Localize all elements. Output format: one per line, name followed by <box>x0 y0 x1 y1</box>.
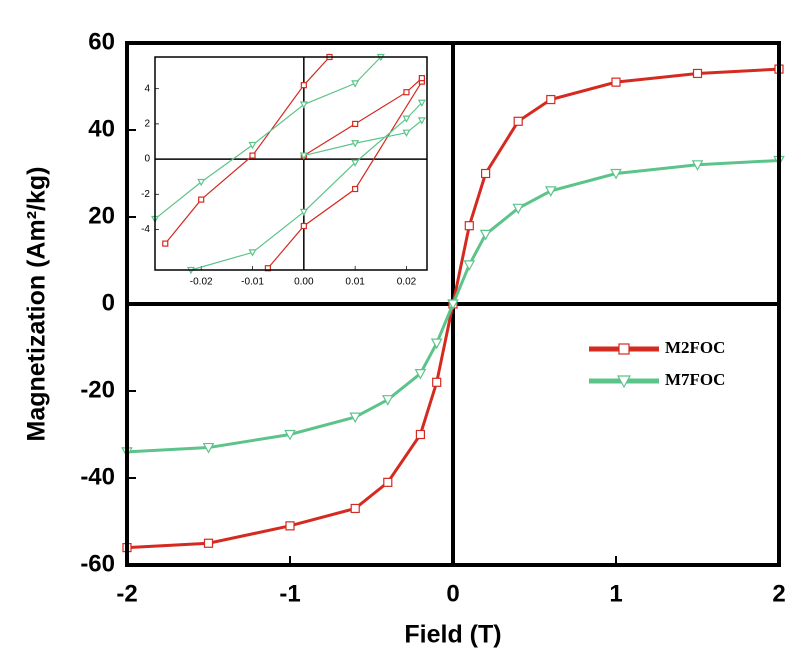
y-tick-label: -60 <box>80 550 115 577</box>
marker <box>349 412 362 424</box>
x-tick-label: 0.00 <box>294 277 314 288</box>
marker <box>464 221 474 231</box>
y-tick-label: -2 <box>141 189 150 200</box>
marker <box>616 375 632 389</box>
legend-label: M2FOC <box>665 338 725 357</box>
x-tick-label: 0.01 <box>345 277 365 288</box>
marker <box>352 120 359 127</box>
marker <box>299 152 308 160</box>
frame <box>125 41 781 567</box>
marker <box>162 240 169 247</box>
marker <box>381 395 394 406</box>
marker <box>402 115 411 123</box>
marker <box>610 168 622 180</box>
plot-area <box>155 57 427 270</box>
marker <box>300 222 307 230</box>
x-tick-label: -1 <box>279 580 300 607</box>
y-tick-label: -4 <box>141 224 150 235</box>
marker <box>402 129 411 137</box>
x-axis-title: Field (T) <box>404 621 501 649</box>
marker <box>403 89 410 96</box>
marker <box>691 160 704 171</box>
marker <box>546 94 556 105</box>
marker <box>351 159 360 167</box>
marker <box>202 442 215 454</box>
x-tick-label: -0.02 <box>190 277 213 288</box>
y-tick-label: 0 <box>144 154 150 165</box>
y-tick-label: 20 <box>88 202 115 229</box>
x-tick-label: 2 <box>772 580 785 607</box>
marker <box>299 208 308 217</box>
x-tick-label: -2 <box>116 580 137 607</box>
marker <box>463 260 476 271</box>
series-line <box>267 81 423 269</box>
x-tick-label: 0.02 <box>397 277 417 288</box>
y-axis-title: Magnetization (Am²/kg) <box>23 167 51 442</box>
marker <box>447 299 459 311</box>
marker <box>248 141 257 150</box>
y-tick-label: -20 <box>80 376 115 403</box>
marker <box>383 477 393 487</box>
series-line <box>154 56 382 220</box>
marker <box>430 338 443 350</box>
marker <box>692 68 703 79</box>
frame <box>154 56 428 271</box>
legend-label: M7FOC <box>665 370 725 389</box>
series-line <box>303 77 423 157</box>
marker <box>249 152 256 159</box>
x-tick-label: -0.01 <box>241 277 264 288</box>
marker <box>351 80 360 88</box>
marker <box>512 203 525 215</box>
y-tick-label: 0 <box>102 289 115 316</box>
marker <box>479 229 492 241</box>
y-tick-label: -40 <box>80 463 115 490</box>
marker <box>300 82 307 89</box>
marker <box>481 168 491 179</box>
marker <box>351 140 360 148</box>
marker <box>248 249 257 257</box>
marker <box>417 117 426 125</box>
marker <box>352 185 359 193</box>
marker <box>513 116 523 126</box>
marker <box>197 178 206 187</box>
x-tick-label: 0 <box>446 580 459 607</box>
y-tick-label: 60 <box>88 28 115 55</box>
marker <box>417 99 426 108</box>
marker <box>414 369 427 380</box>
marker <box>415 429 425 440</box>
marker <box>284 429 296 441</box>
x-tick-label: 1 <box>609 580 622 607</box>
marker <box>611 77 621 87</box>
marker <box>350 503 360 514</box>
marker <box>418 75 425 82</box>
y-tick-label: 4 <box>144 83 150 94</box>
y-tick-label: 2 <box>144 119 150 130</box>
marker <box>299 101 308 109</box>
marker <box>285 521 295 531</box>
y-tick-label: 40 <box>88 115 115 142</box>
marker <box>203 538 214 548</box>
marker <box>432 377 442 387</box>
marker <box>618 343 630 355</box>
marker <box>198 196 205 203</box>
series-line <box>303 119 423 157</box>
marker <box>544 186 557 197</box>
